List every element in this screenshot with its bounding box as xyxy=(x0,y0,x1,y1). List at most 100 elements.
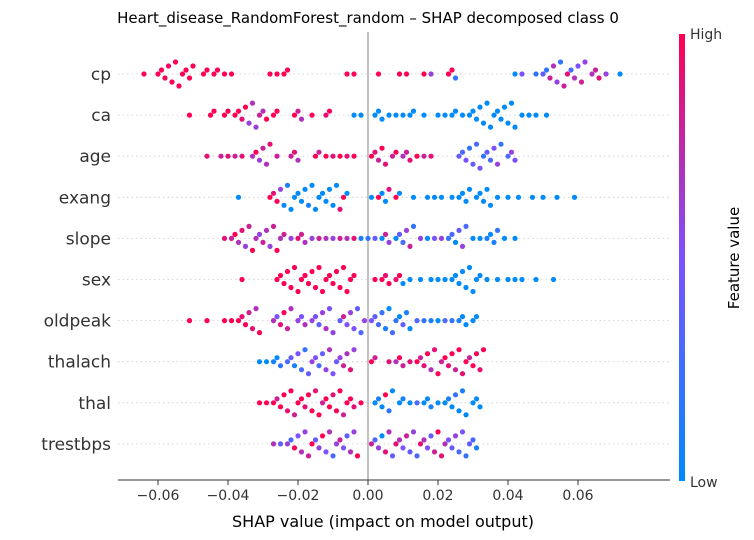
shap-point-cp xyxy=(596,75,602,81)
shap-point-ca xyxy=(232,112,238,118)
shap-point-ca xyxy=(526,112,532,118)
shap-point-trestbps xyxy=(295,433,301,439)
shap-point-thal xyxy=(302,404,308,410)
shap-point-age xyxy=(256,157,263,163)
shap-point-exang xyxy=(410,194,417,200)
shap-point-age xyxy=(372,149,378,155)
shap-point-age xyxy=(456,153,462,159)
shap-point-sex xyxy=(312,284,319,291)
shap-point-ca xyxy=(543,112,550,118)
shap-point-oldpeak xyxy=(375,322,382,328)
x-axis-label: SHAP value (impact on model output) xyxy=(232,512,534,531)
shap-point-slope xyxy=(449,231,455,237)
shap-point-exang xyxy=(480,198,487,204)
shap-point-thalach xyxy=(274,355,280,361)
shap-point-sex xyxy=(533,276,539,283)
shap-point-ca xyxy=(393,112,399,118)
shap-point-thalach xyxy=(368,359,375,365)
shap-point-exang xyxy=(277,186,284,192)
shap-point-ca xyxy=(242,104,249,110)
shap-point-oldpeak xyxy=(449,318,455,324)
shap-point-ca xyxy=(326,108,333,114)
shap-point-age xyxy=(263,161,270,167)
shap-point-sex xyxy=(463,284,469,291)
shap-point-slope xyxy=(246,223,252,229)
shap-point-thalach xyxy=(477,367,483,373)
shap-point-slope xyxy=(403,227,410,233)
shap-point-oldpeak xyxy=(298,314,305,320)
shap-point-slope xyxy=(235,239,242,245)
shap-point-thalach xyxy=(298,367,305,373)
shap-point-ca xyxy=(473,116,480,122)
shap-point-slope xyxy=(452,239,459,245)
shap-point-slope xyxy=(221,235,228,241)
points-layer xyxy=(141,59,623,459)
shap-point-sex xyxy=(473,276,480,283)
shap-point-age xyxy=(403,149,410,155)
shap-point-oldpeak xyxy=(379,310,385,316)
shap-point-cp xyxy=(445,71,452,77)
shap-point-sex xyxy=(326,272,333,279)
shap-point-thalach xyxy=(466,355,473,361)
shap-point-sex xyxy=(284,268,291,275)
shap-point-trestbps xyxy=(302,429,308,435)
shap-point-cp xyxy=(155,71,161,77)
shap-point-exang xyxy=(267,194,273,200)
shap-point-cp xyxy=(617,71,623,77)
shap-point-exang xyxy=(309,182,315,188)
shap-point-thal xyxy=(270,400,277,406)
shap-point-sex xyxy=(344,288,350,295)
shap-point-ca xyxy=(358,112,364,118)
shap-point-thalach xyxy=(393,359,399,365)
shap-point-age xyxy=(260,145,266,151)
shap-point-thal xyxy=(428,404,434,410)
shap-point-thalach xyxy=(284,359,291,365)
shap-point-exang xyxy=(295,190,301,196)
shap-point-trestbps xyxy=(386,429,392,435)
shap-point-trestbps xyxy=(403,433,410,439)
shap-point-thal xyxy=(319,400,326,406)
shap-point-age xyxy=(484,149,490,155)
shap-point-thal xyxy=(424,396,431,402)
shap-point-ca xyxy=(519,112,525,118)
shap-point-exang xyxy=(333,182,340,188)
shap-point-cp xyxy=(172,59,179,65)
shap-point-ca xyxy=(274,108,280,114)
shap-point-ca xyxy=(487,124,494,130)
shap-point-thal xyxy=(326,404,333,410)
shap-point-age xyxy=(351,153,357,159)
shap-point-thalach xyxy=(435,371,441,377)
shap-point-thal xyxy=(375,396,382,402)
shap-point-exang xyxy=(554,194,560,200)
shap-point-exang xyxy=(487,202,494,208)
shap-point-oldpeak xyxy=(312,314,319,320)
shap-point-ca xyxy=(379,116,385,122)
shap-point-trestbps xyxy=(456,449,462,455)
shap-point-slope xyxy=(330,235,336,241)
shap-point-exang xyxy=(515,194,522,200)
shap-point-trestbps xyxy=(347,449,354,455)
shap-point-thal xyxy=(291,412,298,418)
shap-point-ca xyxy=(351,112,357,118)
shap-point-slope xyxy=(445,235,452,241)
shap-point-ca xyxy=(270,112,277,118)
shap-point-age xyxy=(249,153,256,159)
feature-label-ca: ca xyxy=(91,106,111,126)
shap-point-sex xyxy=(470,288,476,295)
shap-point-age xyxy=(512,157,518,163)
shap-point-exang xyxy=(438,194,445,200)
shap-point-oldpeak xyxy=(470,318,476,324)
shap-point-sex xyxy=(351,272,357,279)
shap-point-thal xyxy=(295,400,301,406)
shap-point-sex xyxy=(459,268,466,275)
shap-point-thalach xyxy=(428,367,434,373)
shap-point-age xyxy=(466,145,473,151)
shap-point-trestbps xyxy=(351,429,357,435)
shap-point-thalach xyxy=(421,363,427,369)
shap-point-cp xyxy=(571,75,578,81)
shap-point-oldpeak xyxy=(414,318,420,324)
shap-point-trestbps xyxy=(382,449,389,455)
shap-point-oldpeak xyxy=(295,318,301,324)
shap-point-sex xyxy=(505,276,511,283)
